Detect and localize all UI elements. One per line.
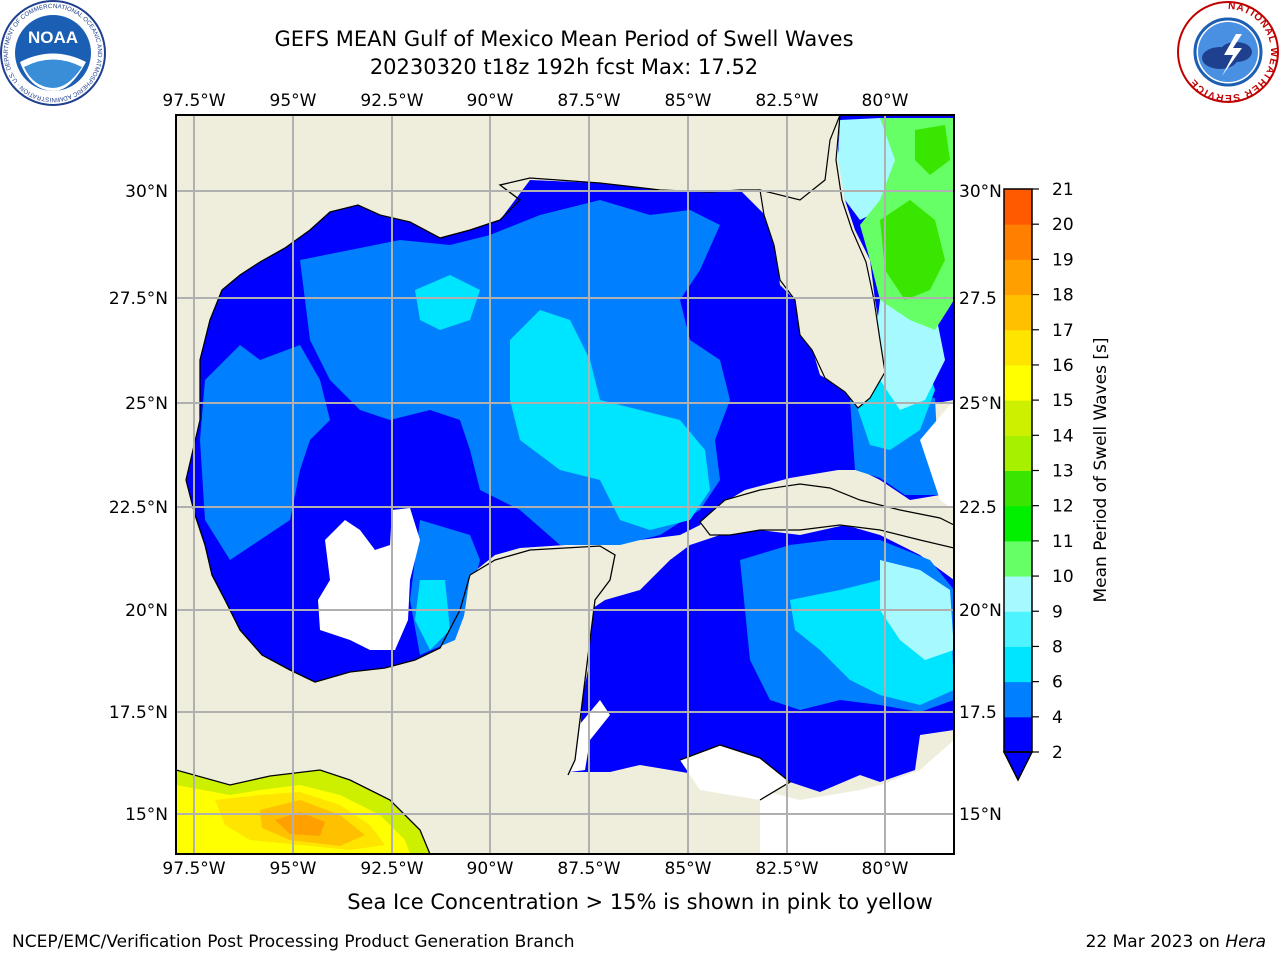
pacific-swell-area	[176, 770, 430, 854]
lon-label: 92.5°W	[360, 859, 423, 879]
colorbar-tick-label: 9	[1052, 602, 1063, 622]
lat-label: 22.5°N	[109, 498, 168, 518]
lon-label: 92.5°W	[360, 91, 423, 111]
gridlines	[176, 115, 954, 854]
colorbar-tick-label: 2	[1052, 743, 1063, 763]
lon-labels-bottom: 97.5°W 95°W 92.5°W 90°W 87.5°W 85°W 82.5…	[162, 859, 908, 879]
colorbar-cell	[1004, 716, 1032, 753]
colorbar-cell	[1004, 329, 1032, 366]
chart-subtitle: 20230320 t18z 192h fcst Max: 17.52	[369, 55, 759, 79]
colorbar-cell	[1004, 189, 1032, 225]
footer-date-text: 22 Mar 2023 on	[1085, 932, 1226, 952]
colorbar-tick-label: 12	[1052, 497, 1074, 517]
yucatan-land	[460, 546, 615, 775]
colorbar-tick-label: 14	[1052, 426, 1074, 446]
colorbar-ticks: 2 4 6 8 9 10 11 12 13 14 15 16 17 18 19 20 21	[1032, 180, 1074, 763]
lon-label: 85°W	[665, 859, 712, 879]
colorbar-label: Mean Period of Swell Waves [s]	[1091, 338, 1111, 603]
colorbar-tick-label: 17	[1052, 321, 1074, 341]
lon-labels-top: 97.5°W 95°W 92.5°W 90°W 87.5°W 85°W 82.5…	[162, 91, 908, 111]
cuba-land	[699, 483, 954, 549]
colorbar-cell	[1004, 435, 1032, 471]
lat-label: 20°N	[959, 601, 1002, 621]
colorbar-cell	[1004, 294, 1032, 331]
colorbar-cell	[1004, 681, 1032, 718]
colorbar-tick-label: 15	[1052, 391, 1074, 411]
noaa-logo: NOAA NATIONAL OCEANIC AND ATMOSPHERIC AD…	[0, 0, 106, 106]
no-data-areas	[318, 400, 954, 854]
lon-label: 95°W	[270, 859, 317, 879]
colorbar-cell	[1004, 400, 1032, 436]
lat-label: 30°N	[125, 182, 168, 202]
lon-label: 82.5°W	[755, 91, 818, 111]
colorbar-tick-label: 13	[1052, 462, 1074, 482]
lat-label: 25°N	[959, 394, 1002, 414]
colorbar-tick-label: 8	[1052, 637, 1063, 657]
colorbar-cell	[1004, 540, 1032, 577]
colorbar: 2 4 6 8 9 10 11 12 13 14 15 16 17 18 19 20 21 Mean Perio…	[1002, 180, 1111, 782]
colorbar-tick-label: 19	[1052, 250, 1074, 270]
colorbar-cell	[1004, 505, 1032, 542]
swell-11-12s	[880, 125, 950, 300]
footer-credit: NCEP/EMC/Verification Post Processing Pr…	[12, 932, 575, 952]
lat-label: 27.5°N	[109, 289, 168, 309]
nws-logo: NATIONAL WEATHER SERVICE	[1177, 1, 1279, 103]
lat-label: 25°N	[125, 394, 168, 414]
colorbar-extend-arrow	[1002, 751, 1034, 782]
colorbar-tick-label: 11	[1052, 532, 1074, 552]
footer-host: Hera	[1225, 932, 1266, 952]
noaa-wordmark: NOAA	[28, 28, 78, 47]
lat-labels-right: 30°N 27.5 25°N 22.5 20°N 17.5 15°N	[959, 182, 1002, 825]
lon-label: 90°W	[467, 859, 514, 879]
colorbar-cell	[1004, 611, 1032, 647]
lon-label: 80°W	[862, 859, 909, 879]
colorbar-tick-label: 4	[1052, 708, 1063, 728]
lon-label: 87.5°W	[557, 859, 620, 879]
lon-label: 97.5°W	[162, 91, 225, 111]
lon-label: 90°W	[467, 91, 514, 111]
chart-title: GEFS MEAN Gulf of Mexico Mean Period of …	[274, 27, 854, 51]
colorbar-cell	[1004, 259, 1032, 296]
lat-label: 20°N	[125, 601, 168, 621]
sea-ice-note: Sea Ice Concentration > 15% is shown in …	[347, 890, 933, 914]
colorbar-tick-label: 6	[1052, 673, 1063, 693]
lat-label: 15°N	[125, 805, 168, 825]
lat-label: 22.5	[959, 498, 997, 518]
colorbar-tick-label: 21	[1052, 180, 1074, 200]
lon-label: 85°W	[665, 91, 712, 111]
colorbar-tick-label: 20	[1052, 215, 1074, 235]
colorbar-tick-label: 18	[1052, 286, 1074, 306]
lat-label: 17.5	[959, 703, 997, 723]
colorbar-tick-label: 10	[1052, 567, 1074, 587]
footer-date: 22 Mar 2023 on Hera	[1086, 932, 1266, 952]
lon-label: 82.5°W	[755, 859, 818, 879]
lat-label: 27.5	[959, 289, 997, 309]
colorbar-cell	[1004, 646, 1032, 683]
colorbar-cells	[1004, 189, 1032, 753]
lat-labels-left: 30°N 27.5°N 25°N 22.5°N 20°N 17.5°N 15°N	[109, 182, 168, 825]
lon-label: 87.5°W	[557, 91, 620, 111]
map-frame	[175, 114, 955, 855]
colorbar-cell	[1004, 224, 1032, 260]
lat-label: 30°N	[959, 182, 1002, 202]
lon-label: 80°W	[862, 91, 909, 111]
lon-label: 97.5°W	[162, 859, 225, 879]
lon-label: 95°W	[270, 91, 317, 111]
map-panel	[176, 115, 954, 854]
colorbar-tick-label: 16	[1052, 356, 1074, 376]
colorbar-cell	[1004, 576, 1032, 612]
colorbar-cell	[1004, 364, 1032, 401]
lat-label: 15°N	[959, 805, 1002, 825]
colorbar-cell	[1004, 470, 1032, 507]
lat-label: 17.5°N	[109, 703, 168, 723]
